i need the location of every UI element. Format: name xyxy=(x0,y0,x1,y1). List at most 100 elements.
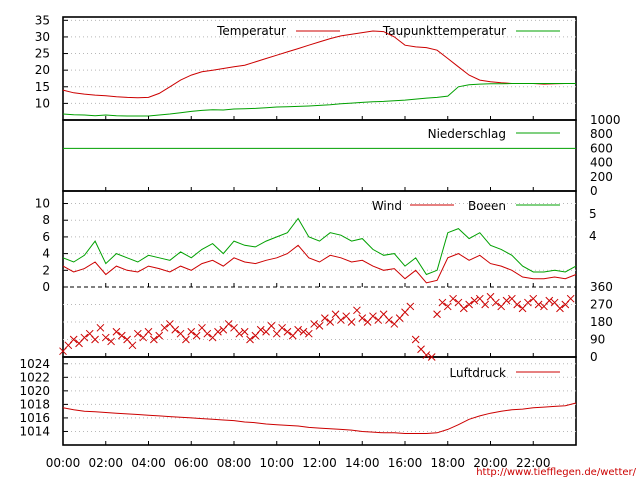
wind-direction-point xyxy=(294,325,302,334)
y-tick-label: 30 xyxy=(35,30,50,44)
tick-layer: 00:00 02:00 04:00 06:00 08:00 10:00 12:00 14:00… xyxy=(19,13,620,470)
wind-direction-point xyxy=(358,314,367,322)
y-tick-label-right: 90 xyxy=(590,333,605,347)
y-tick-label-right: 0 xyxy=(590,184,598,198)
x-tick-label: 14:00 xyxy=(345,456,380,470)
legend-niederschlag-label: Niederschlag xyxy=(428,127,506,141)
y-tick-label: 6 xyxy=(42,230,50,244)
y-tick-label: 1014 xyxy=(19,424,50,438)
wind-direction-point xyxy=(149,335,158,344)
luftdruck-line xyxy=(62,402,577,434)
wind-direction-point xyxy=(160,323,169,332)
taupunkttemperatur-line xyxy=(62,83,576,117)
wind-direction-point xyxy=(433,310,441,319)
legend-temperatur-label: Temperatur xyxy=(216,24,286,38)
y-tick-label: 35 xyxy=(35,13,50,27)
y-tick-label-right: 180 xyxy=(590,315,613,329)
wind-line xyxy=(62,244,577,284)
wind-direction-point xyxy=(438,298,447,307)
y-tick-label: 1018 xyxy=(19,397,50,411)
wind-direction-point xyxy=(240,327,249,336)
x-tick-label: 08:00 xyxy=(217,456,252,470)
wind-direction-point xyxy=(502,296,511,305)
y-tick-label-right: 400 xyxy=(590,156,613,170)
legend-wind-label: Wind xyxy=(372,199,402,213)
wind-direction-point xyxy=(192,331,201,340)
wind-direction-point xyxy=(481,300,490,309)
wind-direction-point xyxy=(385,316,393,324)
source-url: http://www.tiefflegen.de/wetter/ xyxy=(476,467,636,478)
wind-direction-point xyxy=(214,327,222,336)
wind-direction-point xyxy=(155,331,164,340)
y-tick-label-right: 5 xyxy=(589,207,597,221)
wind-direction-point xyxy=(101,333,110,342)
wind-direction-point xyxy=(171,325,180,334)
y-tick-label: 0 xyxy=(42,280,50,294)
grid-layer xyxy=(63,19,576,432)
wind-direction-point xyxy=(566,294,575,303)
y-tick-label-right: 4 xyxy=(589,229,597,243)
boeen-line xyxy=(62,217,577,276)
y-tick-label: 8 xyxy=(42,213,50,227)
wind-direction-point xyxy=(203,329,212,338)
wind-direction-point xyxy=(224,320,233,328)
y-tick-label-right: 600 xyxy=(590,141,613,155)
y-tick-label: 20 xyxy=(35,63,50,77)
x-tick-label: 20:00 xyxy=(473,456,508,470)
y-tick-label-right: 270 xyxy=(590,298,613,312)
wind-direction-point xyxy=(69,335,78,344)
wind-direction-point xyxy=(112,327,121,336)
wind-direction-point xyxy=(545,296,554,305)
wind-direction-point xyxy=(144,327,153,336)
wind-direction-point xyxy=(246,335,254,344)
wind-direction-point xyxy=(256,325,265,334)
wind-direction-point xyxy=(96,323,105,332)
wind-direction-point xyxy=(326,318,335,326)
wind-direction-point xyxy=(534,300,543,309)
y-tick-label: 1022 xyxy=(19,370,50,384)
y-tick-label-right: 0 xyxy=(590,350,598,364)
y-tick-label: 1020 xyxy=(19,384,50,398)
y-tick-label-right: 1000 xyxy=(590,113,621,127)
wind-direction-point xyxy=(470,296,479,305)
temperatur-line xyxy=(62,30,576,99)
wind-direction-point xyxy=(107,337,115,346)
wind-direction-point xyxy=(235,329,244,338)
wind-direction-point xyxy=(182,335,190,344)
wind-direction-point xyxy=(315,322,324,330)
y-tick-label: 1016 xyxy=(19,411,50,425)
wind-direction-point xyxy=(411,335,420,344)
wind-direction-point xyxy=(524,298,532,307)
legend-taupunkt-label: Taupunkttemperatur xyxy=(382,24,506,38)
x-tick-label: 02:00 xyxy=(88,456,123,470)
y-tick-label: 10 xyxy=(35,96,50,110)
wind-direction-point xyxy=(449,294,457,303)
wind-direction-point xyxy=(459,304,468,313)
wind-direction-point xyxy=(465,300,473,309)
y-tick-label-right: 360 xyxy=(590,280,613,294)
wind-direction-point xyxy=(310,320,319,328)
wind-direction-point xyxy=(267,322,276,330)
legend-luftdruck-label: Luftdruck xyxy=(449,366,506,380)
wind-direction-point xyxy=(369,312,377,321)
wind-direction-point xyxy=(491,298,500,307)
wind-direction-point xyxy=(347,318,356,326)
wind-direction-point xyxy=(353,306,361,315)
y-tick-label: 10 xyxy=(35,197,50,211)
wind-direction-point xyxy=(320,314,329,322)
wind-direction-point xyxy=(513,300,522,309)
x-tick-label: 06:00 xyxy=(174,456,209,470)
wind-direction-point xyxy=(117,331,126,340)
x-tick-label: 18:00 xyxy=(430,456,465,470)
wind-direction-point xyxy=(187,327,196,336)
y-tick-label: 25 xyxy=(35,47,50,61)
wind-direction-point xyxy=(80,333,89,342)
wind-direction-point xyxy=(283,327,292,336)
wind-direction-point xyxy=(91,335,99,344)
wind-direction-point xyxy=(128,341,137,350)
y-tick-label-right: 800 xyxy=(590,127,613,141)
y-tick-label: 4 xyxy=(42,247,50,261)
wind-direction-point xyxy=(299,327,308,336)
wind-direction-point xyxy=(133,329,142,338)
